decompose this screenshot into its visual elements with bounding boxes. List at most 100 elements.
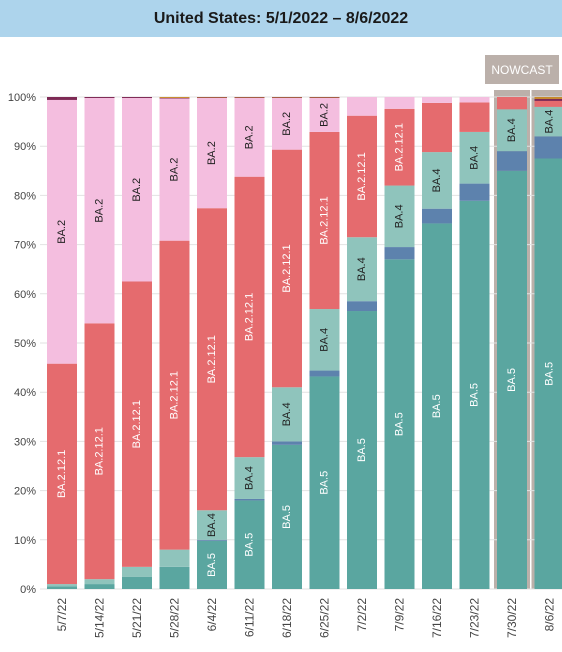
x-tick-label: 6/4/22: [205, 598, 219, 632]
segment-label: BA.2: [131, 178, 143, 202]
bar-segment: [422, 208, 452, 224]
bar-segment: [122, 576, 152, 589]
bar-segment: [309, 376, 340, 589]
bar-segment: [272, 97, 302, 150]
segment-label: BA.5: [544, 362, 556, 386]
bar-segment: [47, 586, 77, 589]
bar-segment: [159, 566, 190, 589]
bar-segment: [534, 97, 562, 99]
bar-segment: [47, 97, 77, 100]
bar-segment: [84, 97, 115, 324]
segment-label: BA.2.12.1: [94, 427, 106, 475]
y-tick-label: 40%: [14, 387, 36, 399]
bar-segment: [497, 170, 527, 590]
segment-label: BA.4: [281, 402, 293, 426]
y-tick-label: 20%: [14, 486, 36, 498]
bar-segment: [122, 566, 152, 577]
x-tick-label: 6/25/22: [318, 598, 332, 638]
x-tick-label: 7/16/22: [430, 598, 444, 638]
y-tick-label: 60%: [14, 289, 36, 301]
bar-segment: [459, 102, 490, 132]
bar-segment: [197, 539, 227, 541]
segment-label: BA.2: [281, 112, 293, 136]
bar-segment: [197, 510, 227, 540]
x-tick-label: 5/21/22: [130, 598, 144, 638]
bar-segment: [347, 311, 377, 589]
segment-label: BA.4: [206, 513, 218, 537]
segment-label: BA.2.12.1: [281, 244, 293, 292]
segment-label: BA.5: [281, 505, 293, 529]
chart-header: United States: 5/1/2022 – 8/6/2022: [0, 0, 562, 37]
bar-segment: [422, 97, 452, 103]
bar-segment: [159, 549, 190, 567]
bar-segment: [309, 131, 340, 310]
bar-segment: [534, 100, 562, 107]
chart-title: United States: 5/1/2022 – 8/6/2022: [153, 9, 409, 27]
segment-label: BA.2: [244, 125, 256, 149]
segment-label: BA.5: [206, 553, 218, 577]
bar-segment: [159, 98, 190, 241]
bar-segment: [159, 97, 190, 98]
x-tick-label: 5/7/22: [55, 598, 69, 632]
segment-label: BA.2: [206, 141, 218, 165]
segment-label: BA.4: [506, 118, 518, 142]
segment-label: BA.2: [56, 220, 68, 244]
segment-label: BA.4: [394, 204, 406, 228]
bar-segment: [84, 323, 115, 580]
segment-label: BA.4: [544, 110, 556, 134]
bar-segment: [122, 97, 152, 98]
segment-label: BA.2.12.1: [169, 371, 181, 419]
bar-segment: [122, 281, 152, 567]
x-tick-label: 7/30/22: [505, 598, 519, 638]
segment-label: BA.5: [319, 471, 331, 495]
bar-segment: [234, 176, 265, 458]
bar-segment: [234, 498, 265, 501]
segment-label: BA.2.12.1: [131, 400, 143, 448]
segment-label: BA.4: [469, 146, 481, 170]
bar-segment: [84, 579, 115, 585]
segment-label: BA.4: [431, 168, 443, 192]
bar-segment: [422, 223, 452, 589]
bar-segment: [272, 387, 302, 442]
y-tick-label: 80%: [14, 190, 36, 202]
x-tick-label: 5/14/22: [93, 598, 107, 638]
bar-segment: [347, 97, 377, 116]
segment-label: BA.2: [319, 103, 331, 127]
bar-segment: [459, 183, 490, 201]
bar-segment: [197, 208, 227, 511]
segment-label: BA.5: [506, 368, 518, 392]
bar-segment: [347, 115, 377, 238]
bar-segment: [159, 240, 190, 550]
bar-segment: [384, 185, 415, 248]
segment-label: BA.2.12.1: [244, 293, 256, 341]
y-tick-label: 30%: [14, 436, 36, 448]
segment-label: BA.5: [431, 394, 443, 418]
bar-segment: [47, 584, 77, 587]
y-tick-label: 10%: [14, 535, 36, 547]
bar-segment: [47, 99, 77, 364]
y-tick-label: 90%: [14, 141, 36, 153]
segment-label: BA.2: [94, 199, 106, 223]
bar-segment: [272, 441, 302, 445]
y-tick-label: 0%: [20, 584, 36, 596]
bar-segment: [459, 200, 490, 589]
bar-segment: [47, 363, 77, 585]
bar-segment: [122, 97, 152, 282]
bar-segment: [272, 149, 302, 388]
bar-segment: [422, 152, 452, 209]
x-tick-label: 7/23/22: [468, 598, 482, 638]
segment-label: BA.2.12.1: [319, 196, 331, 244]
bar-segment: [459, 131, 490, 184]
segment-label: BA.5: [394, 412, 406, 436]
segment-label: BA.2.12.1: [394, 123, 406, 171]
segment-label: BA.4: [244, 466, 256, 490]
bar-segment: [234, 457, 265, 499]
bar-segment: [234, 97, 265, 177]
bar-segment: [534, 98, 562, 101]
bar-segment: [384, 247, 415, 260]
y-tick-label: 100%: [8, 92, 36, 104]
bar-segment: [384, 108, 415, 186]
x-tick-label: 7/9/22: [393, 598, 407, 632]
x-tick-label: 5/28/22: [168, 598, 182, 638]
